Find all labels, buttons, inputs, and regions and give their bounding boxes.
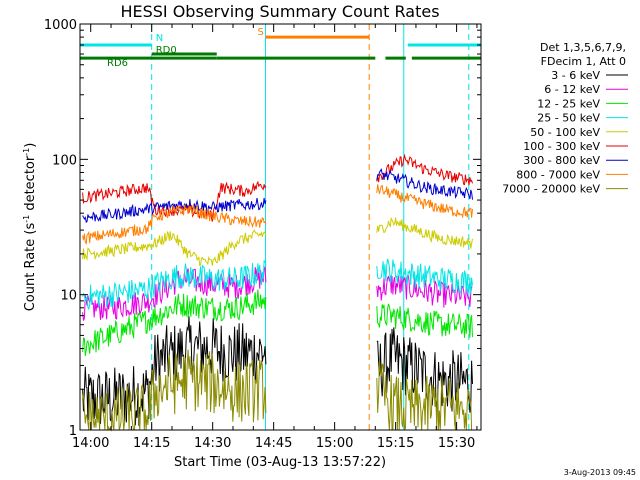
y-label-end: ) [23, 143, 38, 148]
y-label-mid: detector [23, 155, 38, 215]
x-tick-label-3: 14:30 [194, 436, 231, 451]
legend-label-5: 50 - 100 keV [530, 126, 600, 139]
legend-label-2: 6 - 12 keV [544, 83, 600, 96]
y-axis-ticks: 1 10 100 1000 [44, 18, 481, 439]
legend-header-1: Det 1,3,5,6,7,9, [540, 41, 626, 54]
x-tick-label-6: 15:15 [377, 436, 414, 451]
legend-label-7: 300 - 800 keV [523, 154, 600, 167]
legend-label-9: 7000 - 20000 keV [502, 183, 600, 196]
y-label-sup2: -1 [22, 148, 31, 156]
legend-label-8: 800 - 7000 keV [516, 168, 600, 181]
x-tick-label-1: 14:00 [72, 436, 109, 451]
y-tick-label-4: 1000 [44, 18, 77, 33]
legend-label-3: 12 - 25 keV [537, 97, 600, 110]
flag-label-n: N [156, 33, 163, 44]
x-tick-label-4: 14:45 [255, 436, 292, 451]
y-tick-label-2: 10 [60, 289, 77, 304]
series-line-8 [82, 184, 473, 245]
y-axis-label: Count Rate (s-1 detector-1) [22, 143, 38, 312]
series-line-7 [82, 168, 473, 223]
x-tick-label-7: 15:30 [438, 436, 475, 451]
x-tick-label-5: 15:00 [316, 436, 353, 451]
x-axis-label: Start Time (03-Aug-13 13:57:22) [174, 455, 386, 470]
series-lines [82, 153, 473, 432]
series-line-6 [82, 153, 473, 222]
x-axis-ticks: 14:00 14:15 14:30 14:45 15:00 15:15 15:30 [72, 24, 478, 451]
y-tick-label-3: 100 [52, 153, 77, 168]
x-tick-label-2: 14:15 [133, 436, 170, 451]
flag-label-rd6: RD6 [107, 58, 128, 69]
flag-label-rd0: RD0 [156, 45, 177, 56]
legend-label-1: 3 - 6 keV [551, 69, 600, 82]
series-line-2 [82, 266, 473, 321]
series-line-5 [82, 216, 473, 267]
legend-label-6: 100 - 300 keV [523, 140, 600, 153]
legend-header-2: FDecim 1, Att 0 [541, 55, 626, 68]
legend-label-4: 25 - 50 keV [537, 112, 600, 125]
plot-frame [79, 23, 482, 431]
y-tick-label-1: 1 [69, 424, 77, 439]
chart-title: HESSI Observing Summary Count Rates [120, 2, 439, 21]
flag-label-s: S [258, 27, 264, 38]
y-label-sup1: -1 [22, 215, 31, 223]
y-label-main: Count Rate (s [23, 223, 38, 312]
boundary-lines [151, 24, 470, 430]
legend: Det 1,3,5,6,7,9, FDecim 1, Att 0 3 - 6 k… [502, 41, 628, 196]
timestamp-stamp: 3-Aug-2013 09:45 [564, 468, 636, 477]
series-line-3 [82, 289, 473, 357]
series-line-4 [82, 258, 473, 311]
